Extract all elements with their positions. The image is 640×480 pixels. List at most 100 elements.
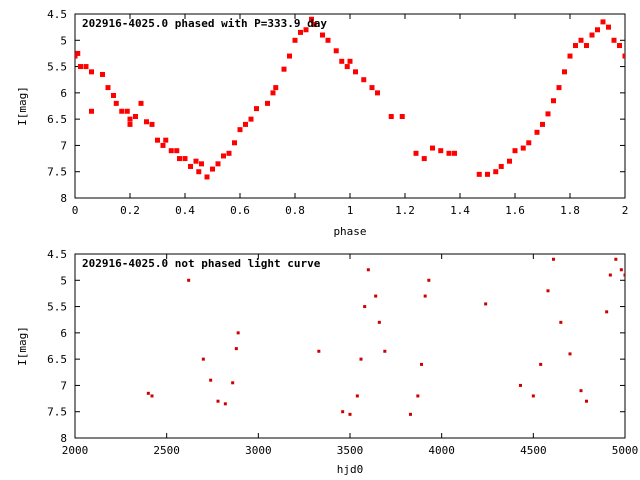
data-point xyxy=(325,37,331,43)
data-point xyxy=(423,294,427,298)
data-point xyxy=(611,37,617,43)
data-point xyxy=(377,320,381,324)
data-point xyxy=(399,114,405,120)
data-point xyxy=(210,166,215,172)
data-point xyxy=(476,171,482,177)
data-point xyxy=(579,389,583,393)
data-point xyxy=(595,27,600,33)
data-point xyxy=(600,19,606,25)
data-point xyxy=(89,108,94,114)
data-point xyxy=(216,399,220,403)
data-point xyxy=(270,90,276,96)
data-point xyxy=(562,69,567,75)
data-point xyxy=(83,64,89,70)
data-point xyxy=(303,27,309,33)
y-tick-label: 4.5 xyxy=(47,8,67,21)
data-point xyxy=(243,121,248,127)
data-point xyxy=(196,169,202,175)
y-tick-label: 5 xyxy=(60,34,67,47)
data-point xyxy=(347,58,353,64)
chart-title: 202916-4025.0 not phased light curve xyxy=(82,257,321,270)
data-point xyxy=(552,257,555,261)
y-tick-label: 5.5 xyxy=(47,301,67,314)
data-point xyxy=(498,163,504,169)
x-tick-label: 1.4 xyxy=(450,204,470,217)
data-point xyxy=(188,163,193,169)
data-point xyxy=(589,32,595,38)
unphased-light-curve-panel: 2000 2500 3000 3500 4000 4500 5000 4.5 5 5.5 6 6.5 7… xyxy=(16,248,638,476)
data-point xyxy=(540,121,545,127)
x-tick-label: 4500 xyxy=(520,444,547,457)
data-point xyxy=(567,53,573,59)
x-tick-label: 1 xyxy=(347,204,354,217)
data-point xyxy=(369,85,375,91)
data-point xyxy=(201,357,205,361)
data-point xyxy=(223,402,227,406)
data-point xyxy=(344,64,350,70)
data-point xyxy=(320,32,325,38)
data-point xyxy=(182,156,188,162)
data-point xyxy=(75,53,78,59)
data-point xyxy=(215,161,221,167)
data-point xyxy=(622,53,625,59)
x-tick-label: 4000 xyxy=(428,444,455,457)
y-tick-label: 7.5 xyxy=(47,166,67,179)
data-point xyxy=(146,391,150,395)
data-point xyxy=(617,43,622,49)
data-point xyxy=(573,43,578,49)
y-tick-label: 4.5 xyxy=(47,248,67,261)
data-point xyxy=(265,100,270,106)
y-tick-label: 6.5 xyxy=(47,113,67,126)
y-axis-label: I[mag] xyxy=(16,326,29,366)
data-point xyxy=(89,69,94,75)
data-point xyxy=(163,137,169,143)
data-point xyxy=(221,153,226,159)
plot-frame xyxy=(74,13,626,199)
data-point xyxy=(309,16,314,22)
data-point xyxy=(551,98,556,104)
data-point xyxy=(311,22,317,28)
phased-light-curve-panel: 0 0.2 0.4 0.6 0.8 1 1.2 1.4 1.6 1.8 2 4.5 5 5.5 6 6.5 7 7… xyxy=(16,8,628,238)
data-point xyxy=(388,114,394,120)
x-tick-label: 1.2 xyxy=(395,204,415,217)
x-tick-label: 5000 xyxy=(612,444,639,457)
plot-frame xyxy=(74,253,626,439)
y-axis-label: I[mag] xyxy=(16,86,29,126)
data-point xyxy=(619,268,623,272)
x-tick-label: 0 xyxy=(72,204,79,217)
data-point xyxy=(150,394,154,398)
data-point xyxy=(484,302,488,306)
data-point xyxy=(254,106,259,112)
data-point xyxy=(348,412,352,416)
x-tick-label: 3500 xyxy=(337,444,364,457)
data-point xyxy=(155,137,160,143)
y-tick-label: 8 xyxy=(60,192,67,205)
data-point xyxy=(209,378,213,382)
data-point xyxy=(187,278,191,282)
data-point xyxy=(363,305,367,309)
data-point xyxy=(75,50,81,56)
data-points xyxy=(146,257,625,416)
data-point xyxy=(160,142,166,148)
data-point xyxy=(317,349,321,353)
data-point xyxy=(531,394,535,398)
data-point xyxy=(193,158,199,164)
data-point xyxy=(144,119,149,125)
data-point xyxy=(520,145,526,151)
x-tick-label: 0.8 xyxy=(285,204,305,217)
data-point xyxy=(421,156,427,162)
data-points xyxy=(75,16,625,180)
x-tick-label: 0.2 xyxy=(120,204,140,217)
data-point xyxy=(413,150,419,156)
data-point xyxy=(287,53,292,59)
data-point xyxy=(355,394,359,398)
data-point xyxy=(623,273,625,277)
data-point xyxy=(546,289,550,293)
data-point xyxy=(568,352,572,356)
data-point xyxy=(430,145,435,151)
data-point xyxy=(545,111,551,117)
data-point xyxy=(375,90,380,96)
y-tick-label: 7 xyxy=(60,379,67,392)
data-point xyxy=(226,150,232,156)
